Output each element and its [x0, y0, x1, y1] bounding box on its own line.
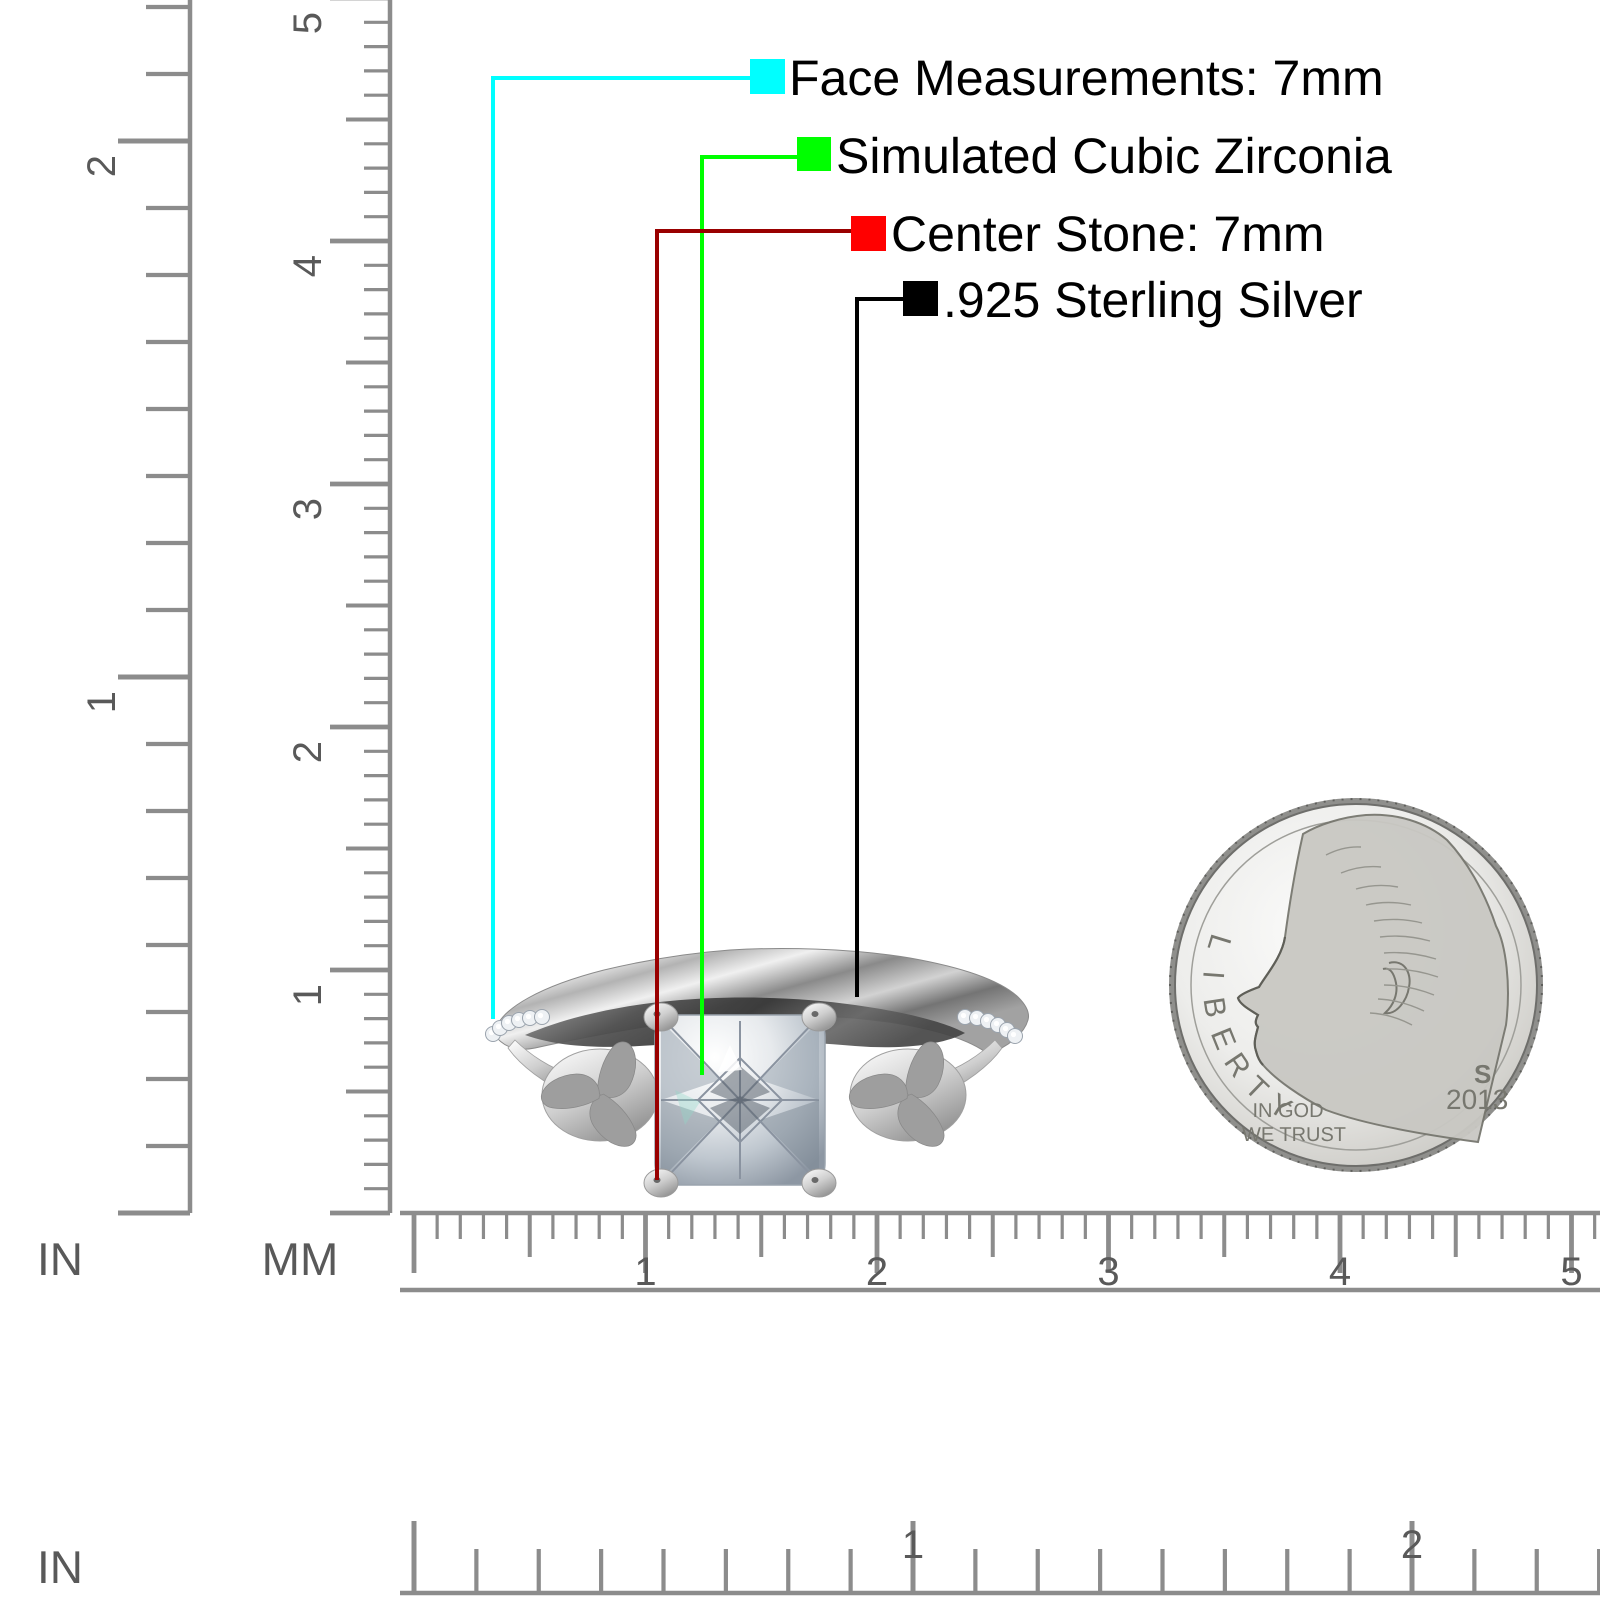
svg-text:Simulated Cubic Zirconia: Simulated Cubic Zirconia [836, 128, 1392, 184]
svg-text:5: 5 [1560, 1250, 1582, 1294]
svg-text:2: 2 [866, 1250, 888, 1294]
svg-text:WE TRUST: WE TRUST [1242, 1124, 1346, 1146]
svg-text:1: 1 [902, 1523, 924, 1567]
svg-text:Face Measurements: 7mm: Face Measurements: 7mm [789, 50, 1384, 106]
svg-text:3: 3 [286, 498, 330, 520]
svg-text:5: 5 [286, 12, 330, 34]
svg-text:1: 1 [634, 1250, 656, 1294]
svg-text:2: 2 [286, 741, 330, 763]
svg-text:IN: IN [37, 1233, 83, 1285]
svg-text:1: 1 [80, 691, 124, 713]
svg-text:2: 2 [80, 155, 124, 177]
svg-text:2013: 2013 [1446, 1084, 1508, 1115]
svg-text:2: 2 [1401, 1523, 1423, 1567]
svg-text:4: 4 [286, 255, 330, 277]
svg-text:Center Stone: 7mm: Center Stone: 7mm [891, 206, 1325, 262]
svg-text:3: 3 [1097, 1250, 1119, 1294]
svg-text:4: 4 [1329, 1250, 1351, 1294]
svg-text:IN GOD: IN GOD [1252, 1100, 1323, 1122]
svg-text:1: 1 [286, 984, 330, 1006]
svg-text:IN: IN [37, 1541, 83, 1593]
svg-text:.925 Sterling Silver: .925 Sterling Silver [943, 272, 1363, 328]
svg-text:MM: MM [262, 1233, 339, 1285]
